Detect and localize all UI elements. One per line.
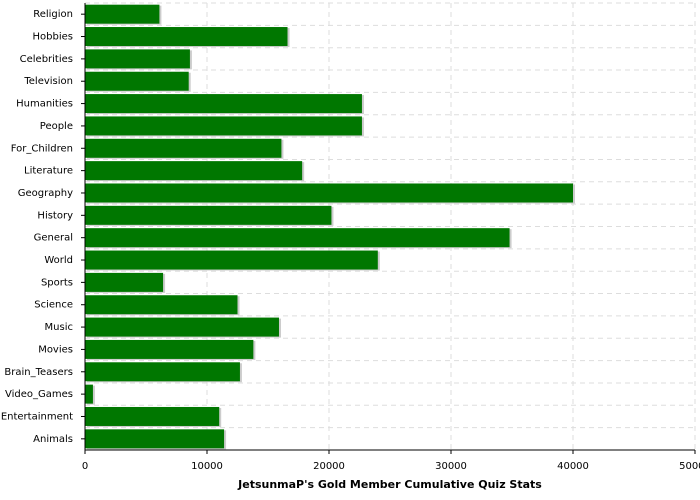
bar: [85, 71, 189, 91]
x-tick-label: 40000: [557, 461, 589, 472]
x-tick-label: 0: [82, 461, 88, 472]
x-axis-title: JetsunmaP's Gold Member Cumulative Quiz …: [237, 478, 542, 491]
y-tick-label: Brain_Teasers: [4, 367, 73, 378]
bar: [85, 116, 362, 136]
x-tick-label: 20000: [313, 461, 345, 472]
y-tick-label: Celebrities: [20, 54, 73, 65]
y-tick-label: For_Children: [11, 143, 73, 154]
bar: [85, 272, 164, 292]
bar: [85, 4, 160, 24]
bar: [85, 161, 303, 181]
bar: [85, 339, 254, 359]
x-tick-label: 30000: [435, 461, 467, 472]
y-tick-label: People: [40, 121, 73, 132]
bar: [85, 183, 573, 203]
y-tick-label: Literature: [24, 166, 73, 177]
bar: [85, 362, 240, 382]
bar: [85, 384, 93, 404]
y-tick-label: Movies: [38, 344, 73, 355]
y-tick-label: History: [37, 210, 73, 221]
bar: [85, 138, 282, 158]
y-tick-label: Video_Games: [5, 389, 73, 400]
bar: [85, 228, 510, 248]
bar: [85, 94, 362, 114]
y-tick-label: Sports: [41, 277, 73, 288]
y-tick-label: Entertainment: [1, 411, 73, 422]
y-tick-label: Hobbies: [33, 32, 73, 43]
bar: [85, 250, 378, 270]
y-tick-label: General: [34, 233, 73, 244]
bar: [85, 27, 288, 47]
y-tick-label: Science: [34, 300, 73, 311]
bar: [85, 49, 190, 69]
bar: [85, 205, 332, 225]
y-tick-label: Humanities: [16, 99, 73, 110]
y-tick-label: Animals: [33, 434, 73, 445]
y-tick-label: Religion: [33, 9, 73, 20]
y-tick-label: Television: [23, 76, 73, 87]
y-tick-label: Music: [45, 322, 73, 333]
bar: [85, 295, 238, 315]
bar: [85, 406, 220, 426]
bar: [85, 317, 279, 337]
x-tick-label: 10000: [191, 461, 223, 472]
y-tick-label: World: [44, 255, 73, 266]
x-tick-label: 50000: [679, 461, 700, 472]
y-tick-label: Geography: [18, 188, 73, 199]
bar: [85, 429, 225, 449]
